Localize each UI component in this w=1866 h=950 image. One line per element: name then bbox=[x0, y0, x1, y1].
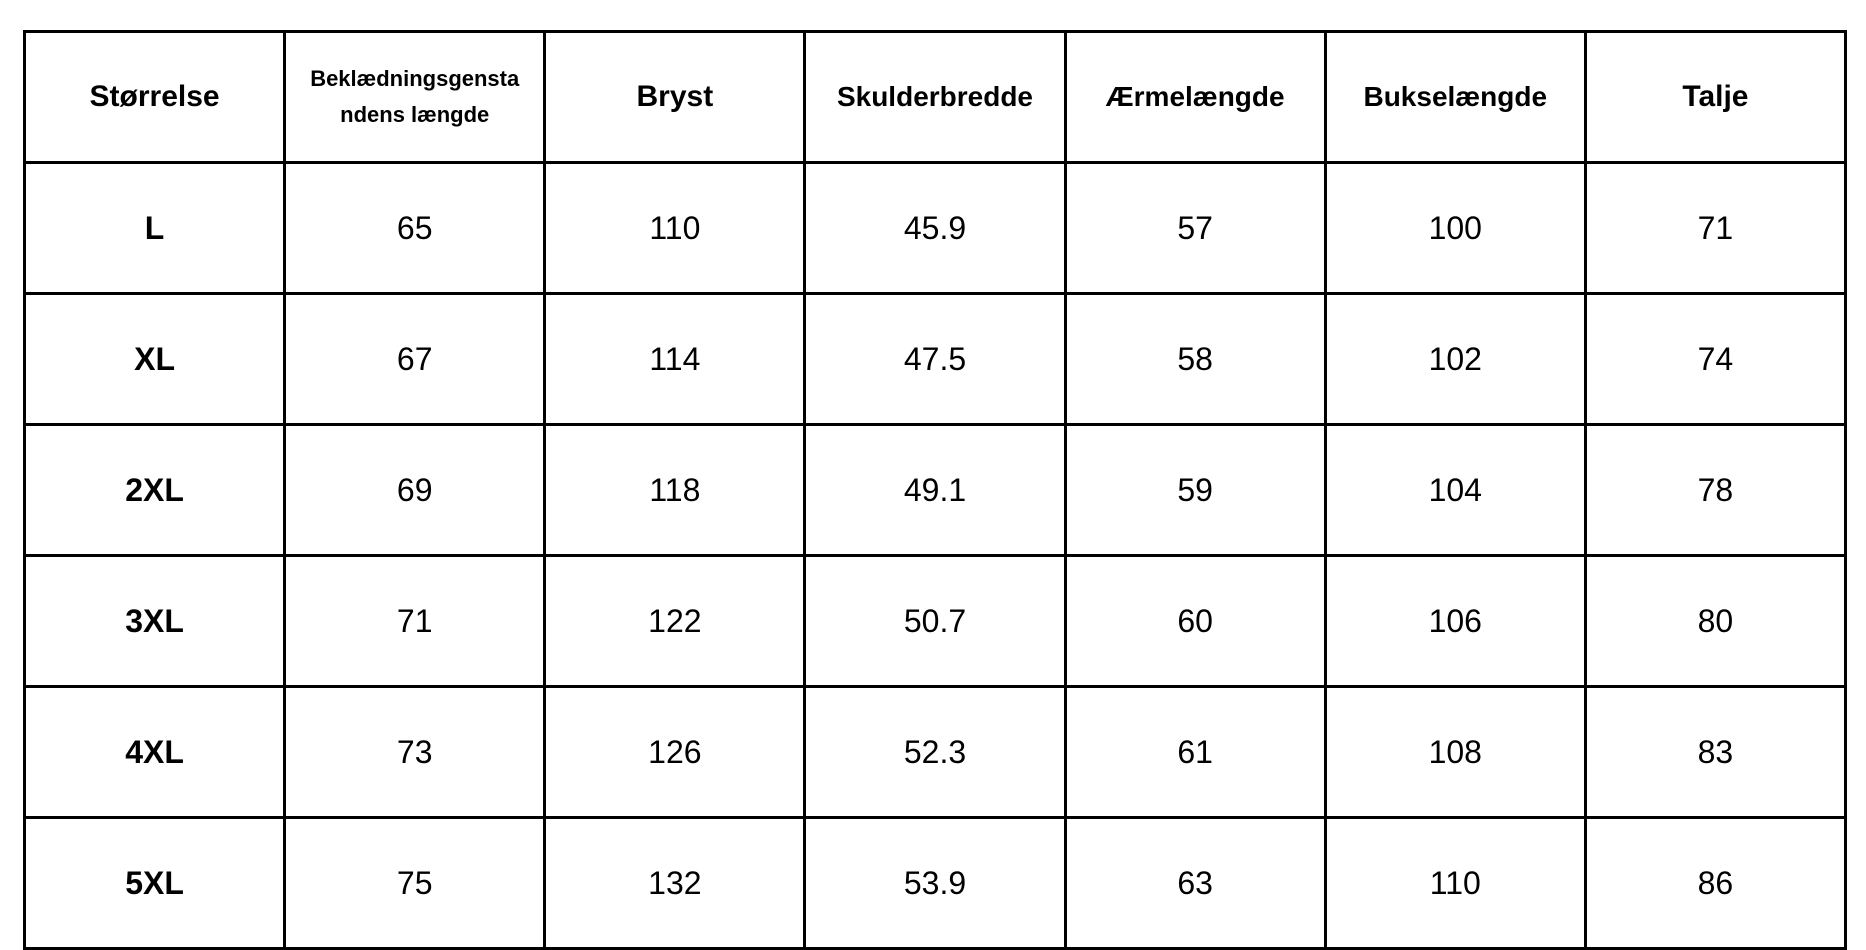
value-cell: 102 bbox=[1323, 292, 1587, 426]
table-row: XL 67 114 47.5 58 102 74 bbox=[22, 292, 1848, 426]
table-row: 2XL 69 118 49.1 59 104 78 bbox=[22, 423, 1848, 557]
value-cell: 118 bbox=[543, 423, 807, 557]
table-header: Størrelse Beklædningsgenstandens længde Br… bbox=[22, 30, 1848, 164]
header-cell: Beklædningsgenstandens længde bbox=[283, 30, 547, 164]
value-cell: 86 bbox=[1583, 816, 1848, 950]
table-row: L 65 110 45.9 57 100 71 bbox=[22, 161, 1848, 295]
value-cell: 63 bbox=[1063, 816, 1327, 950]
table-body: L 65 110 45.9 57 100 71 XL 67 114 47.5 58 102 74 2XL 69… bbox=[22, 161, 1848, 950]
value-cell: 100 bbox=[1323, 161, 1587, 295]
size-cell: 4XL bbox=[22, 685, 287, 819]
value-cell: 75 bbox=[283, 816, 547, 950]
value-cell: 59 bbox=[1063, 423, 1327, 557]
header-cell: Bukselængde bbox=[1323, 30, 1587, 164]
size-table: Størrelse Beklædningsgenstandens længde Br… bbox=[22, 30, 1848, 950]
value-cell: 132 bbox=[543, 816, 807, 950]
value-cell: 61 bbox=[1063, 685, 1327, 819]
value-cell: 67 bbox=[283, 292, 547, 426]
value-cell: 74 bbox=[1583, 292, 1848, 426]
table-row: 3XL 71 122 50.7 60 106 80 bbox=[22, 554, 1848, 688]
size-cell: 2XL bbox=[22, 423, 287, 557]
value-cell: 60 bbox=[1063, 554, 1327, 688]
value-cell: 114 bbox=[543, 292, 807, 426]
value-cell: 108 bbox=[1323, 685, 1587, 819]
value-cell: 110 bbox=[543, 161, 807, 295]
value-cell: 53.9 bbox=[803, 816, 1067, 950]
header-row: Størrelse Beklædningsgenstandens længde Br… bbox=[22, 30, 1848, 164]
value-cell: 58 bbox=[1063, 292, 1327, 426]
value-cell: 57 bbox=[1063, 161, 1327, 295]
value-cell: 122 bbox=[543, 554, 807, 688]
value-cell: 71 bbox=[1583, 161, 1848, 295]
size-cell: L bbox=[22, 161, 287, 295]
size-cell: 3XL bbox=[22, 554, 287, 688]
value-cell: 71 bbox=[283, 554, 547, 688]
size-cell: XL bbox=[22, 292, 287, 426]
value-cell: 45.9 bbox=[803, 161, 1067, 295]
value-cell: 80 bbox=[1583, 554, 1848, 688]
header-cell: Bryst bbox=[543, 30, 807, 164]
table-row: 5XL 75 132 53.9 63 110 86 bbox=[22, 816, 1848, 950]
value-cell: 83 bbox=[1583, 685, 1848, 819]
value-cell: 52.3 bbox=[803, 685, 1067, 819]
value-cell: 104 bbox=[1323, 423, 1587, 557]
value-cell: 50.7 bbox=[803, 554, 1067, 688]
header-cell: Talje bbox=[1583, 30, 1848, 164]
table-row: 4XL 73 126 52.3 61 108 83 bbox=[22, 685, 1848, 819]
value-cell: 126 bbox=[543, 685, 807, 819]
value-cell: 47.5 bbox=[803, 292, 1067, 426]
value-cell: 65 bbox=[283, 161, 547, 295]
value-cell: 73 bbox=[283, 685, 547, 819]
value-cell: 106 bbox=[1323, 554, 1587, 688]
size-cell: 5XL bbox=[22, 816, 287, 950]
value-cell: 69 bbox=[283, 423, 547, 557]
value-cell: 78 bbox=[1583, 423, 1848, 557]
header-cell: Skulderbredde bbox=[803, 30, 1067, 164]
value-cell: 110 bbox=[1323, 816, 1587, 950]
value-cell: 49.1 bbox=[803, 423, 1067, 557]
header-cell: Størrelse bbox=[22, 30, 287, 164]
header-cell: Ærmelængde bbox=[1063, 30, 1327, 164]
